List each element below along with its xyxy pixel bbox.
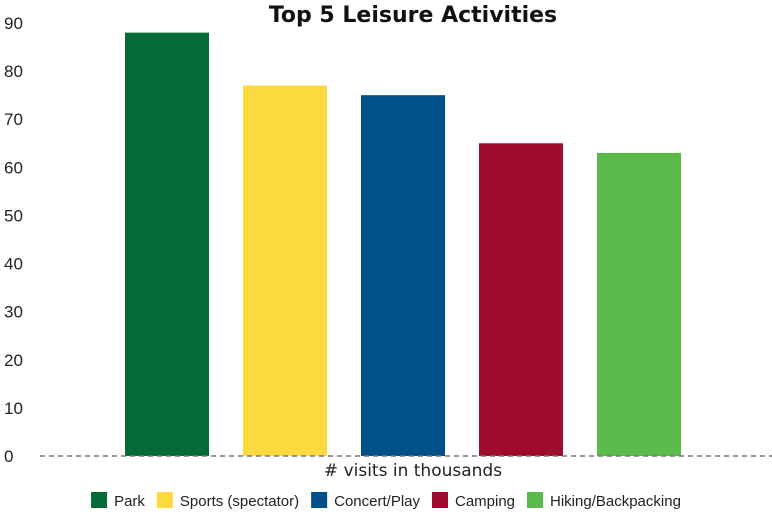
legend: Park Sports (spectator) Concert/Play Campin… <box>91 492 681 510</box>
y-tick-label: 50 <box>4 206 23 225</box>
bar-sports-spectator <box>243 85 327 457</box>
bar-camping <box>479 143 563 456</box>
legend-swatch <box>431 492 448 508</box>
bar-concert-play <box>361 95 445 457</box>
legend-label: Concert/Play <box>334 493 420 510</box>
legend-swatch <box>156 492 173 508</box>
y-tick-label: 80 <box>4 62 23 81</box>
y-tick-label: 90 <box>4 14 23 33</box>
y-tick-label: 0 <box>4 447 13 466</box>
legend-swatch <box>527 492 544 508</box>
chart-title: Top 5 Leisure Activities <box>269 3 557 28</box>
legend-label: Sports (spectator) <box>180 493 299 510</box>
bar-hiking-backpacking <box>597 152 681 456</box>
legend-swatch <box>311 492 328 508</box>
bar-park <box>125 32 209 456</box>
legend-label: Hiking/Backpacking <box>550 493 681 510</box>
y-tick-label: 10 <box>4 399 23 418</box>
y-tick-label: 30 <box>4 303 23 322</box>
legend-swatch <box>91 492 108 508</box>
legend-item: Concert/Play <box>311 492 420 510</box>
legend-item: Camping <box>431 492 515 510</box>
y-tick-label: 60 <box>4 158 23 177</box>
legend-label: Park <box>114 493 145 510</box>
legend-item: Park <box>91 492 145 510</box>
y-tick-label: 70 <box>4 110 23 129</box>
x-axis-label: # visits in thousands <box>324 461 502 481</box>
legend-label: Camping <box>455 493 515 510</box>
legend-item: Hiking/Backpacking <box>527 492 681 510</box>
y-tick-label: 40 <box>4 255 23 274</box>
bars <box>125 32 681 457</box>
y-axis: 0 10 20 30 40 50 60 70 80 90 <box>4 14 23 466</box>
y-tick-label: 20 <box>4 351 23 370</box>
legend-item: Sports (spectator) <box>156 492 299 510</box>
